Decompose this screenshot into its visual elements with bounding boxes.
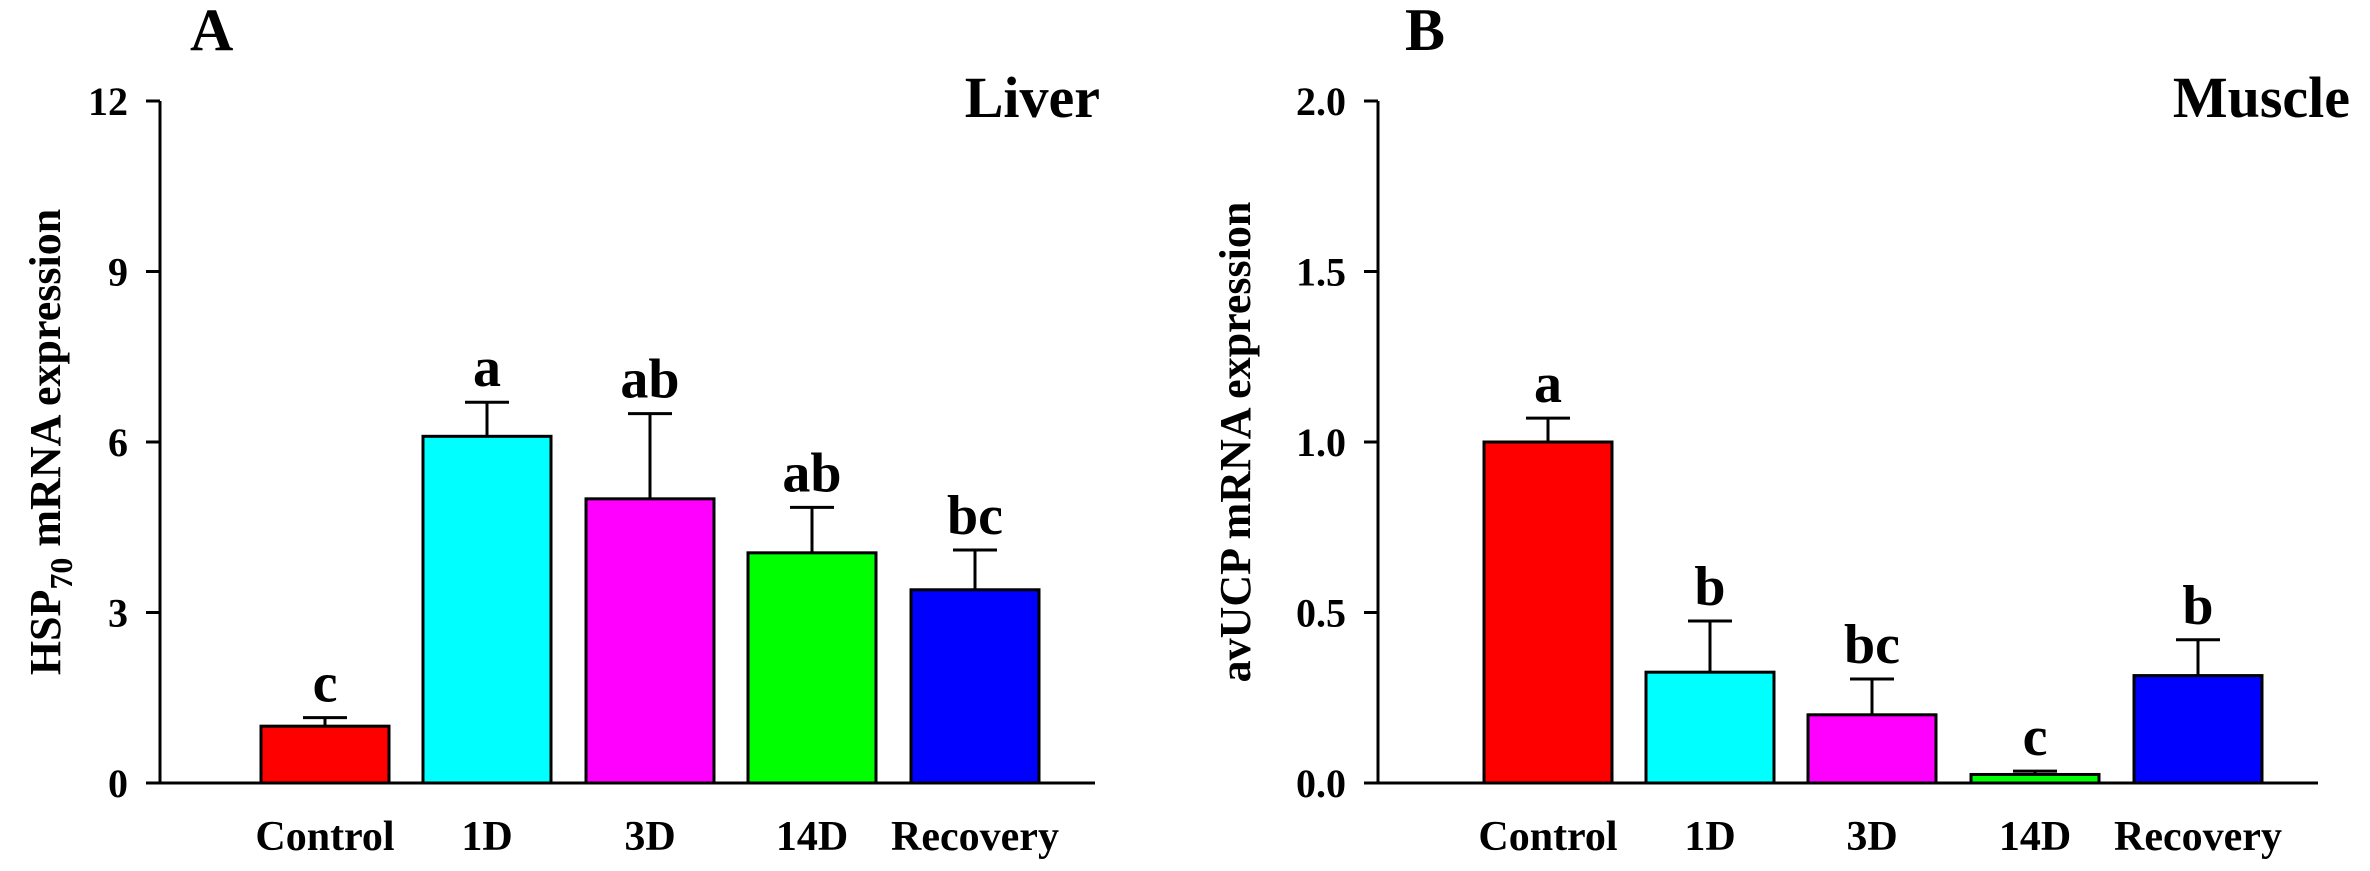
panel-b: B Muscle 0.0 0.5 1.0 1.5 2.0 avUCP mRNA express…	[1211, 0, 2350, 860]
y-tick-label: 0.0	[1296, 761, 1346, 806]
y-axis-label: HSP70 mRNA expression	[21, 209, 79, 675]
significance-letter: b	[2182, 575, 2213, 637]
bar-1d	[421, 434, 553, 785]
y-tick-label: 9	[108, 250, 128, 295]
panel-label: A	[190, 0, 233, 63]
y-tick-label: 3	[108, 591, 128, 636]
x-tick-label: 14D	[776, 814, 848, 860]
y-tick-label: 1.5	[1296, 250, 1346, 295]
bar-control	[1482, 440, 1614, 785]
y-axis-label-main: avUCP mRNA expression	[1211, 202, 1260, 683]
significance-letter: c	[2023, 706, 2048, 768]
significance-letter: c	[313, 653, 338, 715]
bar-recovery	[2132, 674, 2264, 785]
panel-label: B	[1405, 0, 1445, 63]
bar-1d	[1644, 670, 1776, 785]
chart-title: Liver	[965, 65, 1100, 130]
y-tick-label: 1.0	[1296, 420, 1346, 465]
bar-14d	[746, 551, 878, 785]
y-tick-label: 0	[108, 761, 128, 806]
x-tick-label: Recovery	[2114, 814, 2282, 860]
y-tick-label: 2.0	[1296, 79, 1346, 124]
x-tick-label: 1D	[461, 814, 512, 860]
significance-letter: a	[1534, 353, 1562, 415]
bar-control	[259, 724, 391, 785]
y-tick-label: 6	[108, 420, 128, 465]
x-tick-label: 3D	[624, 814, 675, 860]
significance-letter: b	[1694, 556, 1725, 618]
significance-letter: ab	[620, 349, 679, 411]
significance-letter: a	[473, 337, 501, 399]
x-tick-label: Control	[1478, 814, 1617, 860]
y-axis-label-rest: mRNA expression	[21, 209, 70, 558]
significance-letter: ab	[782, 442, 841, 504]
y-axis-label: avUCP mRNA expression	[1211, 202, 1260, 683]
y-axis-label-main: HSP	[21, 590, 70, 676]
x-tick-label: 3D	[1846, 814, 1897, 860]
bar-3d	[1806, 713, 1938, 785]
y-tick-label: 0.5	[1296, 591, 1346, 636]
significance-letter: bc	[947, 485, 1003, 547]
x-tick-label: Control	[255, 814, 394, 860]
chart-title: Muscle	[2173, 65, 2350, 130]
significance-letter: bc	[1844, 614, 1900, 676]
x-tick-label: 1D	[1684, 814, 1735, 860]
y-tick-label: 12	[88, 79, 128, 124]
panel-a: A Liver 0 3 6 9 12 HSP70 mRNA expression c Contro…	[21, 0, 1100, 860]
x-tick-label: Recovery	[891, 814, 1059, 860]
y-axis-label-subscript: 70	[43, 558, 79, 590]
bar-recovery	[909, 588, 1041, 785]
bar-3d	[584, 497, 716, 785]
x-tick-label: 14D	[1999, 814, 2071, 860]
